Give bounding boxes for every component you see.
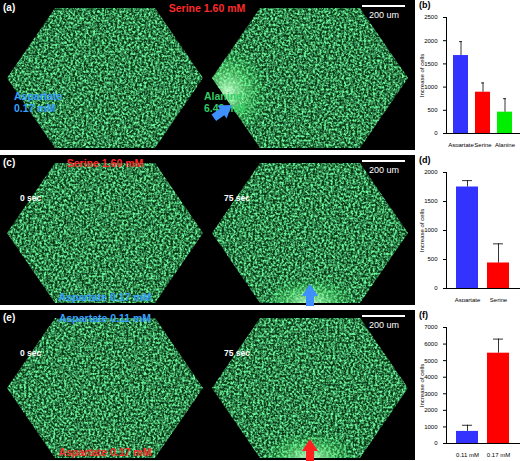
svg-text:500: 500	[427, 256, 438, 262]
svg-text:Aspartate: Aspartate	[455, 297, 481, 302]
svg-text:0: 0	[434, 130, 438, 136]
svg-text:6.42 mM: 6.42 mM	[204, 102, 246, 114]
svg-text:7000: 7000	[424, 324, 438, 330]
svg-text:0: 0	[434, 285, 438, 291]
svg-text:Aspartate: Aspartate	[448, 142, 474, 147]
svg-text:Aspartate 0.17 mM: Aspartate 0.17 mM	[59, 291, 152, 303]
svg-text:(e): (e)	[3, 312, 15, 323]
svg-text:Aspartate: Aspartate	[14, 90, 63, 102]
svg-text:Alanine: Alanine	[204, 90, 242, 102]
svg-text:200 um: 200 um	[369, 320, 399, 330]
svg-text:Alanine: Alanine	[495, 142, 516, 147]
svg-text:2000: 2000	[424, 407, 438, 413]
svg-text:500: 500	[427, 107, 438, 113]
svg-text:Increase of cells: Increase of cells	[419, 54, 425, 97]
svg-text:1000: 1000	[424, 84, 438, 90]
svg-text:3000: 3000	[424, 391, 438, 397]
svg-text:0.11 mM: 0.11 mM	[456, 452, 479, 457]
svg-text:Increase of cells: Increase of cells	[419, 209, 425, 252]
svg-text:1000: 1000	[424, 424, 438, 430]
svg-text:Aspartate 0.11 mM: Aspartate 0.11 mM	[59, 312, 151, 324]
svg-text:6000: 6000	[424, 341, 438, 347]
svg-text:0 sec: 0 sec	[20, 348, 42, 358]
html-text:(f): (f)	[419, 310, 428, 320]
svg-text:200 um: 200 um	[369, 165, 399, 175]
svg-text:1500: 1500	[424, 198, 438, 204]
svg-text:(c): (c)	[3, 157, 15, 168]
svg-text:2000: 2000	[424, 38, 438, 44]
svg-text:75 sec: 75 sec	[224, 193, 250, 203]
svg-text:0 sec: 0 sec	[20, 193, 42, 203]
svg-text:0.17 mM: 0.17 mM	[487, 452, 510, 457]
svg-text:1500: 1500	[424, 61, 438, 67]
svg-text:Increase of cells: Increase of cells	[419, 364, 425, 407]
svg-text:75 sec: 75 sec	[224, 348, 250, 358]
svg-text:(a): (a)	[3, 2, 15, 13]
svg-text:0: 0	[434, 440, 438, 446]
svg-text:200 um: 200 um	[369, 10, 399, 20]
html-text:(d): (d)	[419, 155, 431, 165]
svg-text:0.17 mM: 0.17 mM	[14, 102, 56, 114]
svg-text:4000: 4000	[424, 374, 438, 380]
svg-text:Serine 1.60 mM: Serine 1.60 mM	[67, 157, 144, 169]
svg-text:Aspartate 0.17 mM: Aspartate 0.17 mM	[59, 446, 152, 458]
svg-text:Serine 1.60 mM: Serine 1.60 mM	[169, 2, 246, 14]
svg-text:2000: 2000	[424, 169, 438, 175]
svg-text:1000: 1000	[424, 227, 438, 233]
svg-text:2500: 2500	[424, 14, 438, 20]
html-text:(b): (b)	[419, 0, 431, 10]
svg-text:5000: 5000	[424, 358, 438, 364]
svg-text:Serine: Serine	[490, 297, 508, 302]
svg-text:Serine: Serine	[474, 142, 492, 147]
